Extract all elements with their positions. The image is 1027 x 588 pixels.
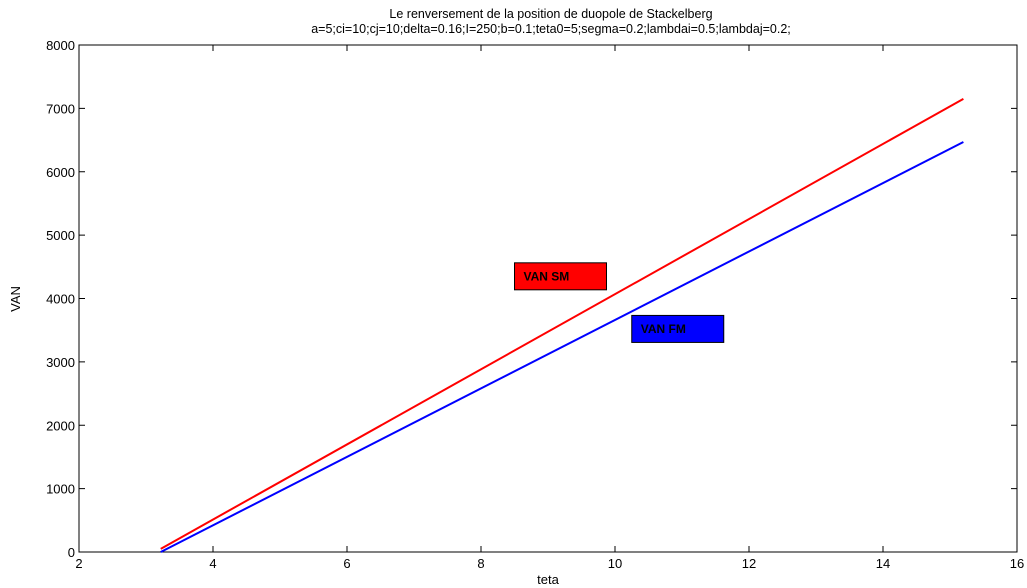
series-line-0 [160, 97, 964, 550]
x-tick-label: 14 [876, 556, 890, 571]
x-tick-label: 8 [477, 556, 484, 571]
y-tick-label: 2000 [46, 418, 75, 433]
y-tick-label: 7000 [46, 101, 75, 116]
annotation-label: VAN FM [641, 322, 686, 336]
y-tick-label: 8000 [46, 38, 75, 53]
series-lines [160, 97, 964, 553]
x-tick-label: 4 [209, 556, 216, 571]
series-line-1 [160, 141, 964, 553]
chart-subtitle: a=5;ci=10;cj=10;delta=0.16;I=250;b=0.1;t… [311, 22, 791, 36]
y-tick-label: 0 [68, 545, 75, 560]
y-tick-label: 1000 [46, 482, 75, 497]
x-tick-label: 6 [343, 556, 350, 571]
y-tick-label: 6000 [46, 165, 75, 180]
annotations: VAN SM VAN FM [514, 262, 725, 343]
y-tick-label: 4000 [46, 292, 75, 307]
axis-ticks: 2 4 6 8 10 12 14 16 0 1000 2000 3000 4000 5000 6000 700… [46, 38, 1024, 571]
y-axis-label: VAN [8, 286, 23, 312]
chart-title: Le renversement de la position de duopol… [389, 7, 712, 21]
plot-area [78, 44, 1018, 553]
y-tick-label: 3000 [46, 355, 75, 370]
x-tick-label: 16 [1010, 556, 1024, 571]
y-tick-label: 5000 [46, 228, 75, 243]
x-tick-label: 12 [742, 556, 756, 571]
x-tick-label: 2 [75, 556, 82, 571]
x-tick-label: 10 [608, 556, 622, 571]
annotation-box [631, 314, 725, 343]
x-axis-label: teta [537, 572, 559, 587]
annotation-label: VAN SM [524, 269, 570, 283]
annotation-box [514, 262, 607, 291]
